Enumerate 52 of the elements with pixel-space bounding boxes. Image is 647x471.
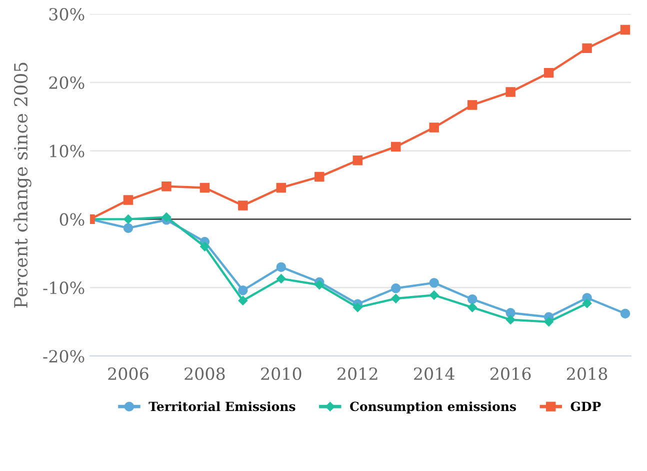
legend-label: Territorial Emissions bbox=[148, 401, 296, 412]
point bbox=[162, 212, 172, 222]
point bbox=[124, 214, 133, 224]
x-tick-label: 2008 bbox=[184, 367, 225, 380]
y-tick-label: 30% bbox=[49, 8, 84, 21]
x-tick-label: 2016 bbox=[490, 367, 531, 380]
legend-label: Consumption emissions bbox=[350, 401, 516, 414]
point bbox=[162, 182, 172, 192]
point bbox=[391, 142, 401, 152]
point bbox=[276, 274, 286, 284]
point bbox=[506, 308, 516, 318]
x-tick-label: 2006 bbox=[108, 367, 148, 380]
legend-label: GDP bbox=[570, 402, 601, 412]
point bbox=[467, 100, 478, 110]
point bbox=[238, 285, 248, 296]
point bbox=[123, 195, 134, 205]
point bbox=[544, 68, 554, 78]
point bbox=[276, 182, 286, 193]
point bbox=[467, 294, 478, 304]
point bbox=[314, 172, 324, 182]
point bbox=[468, 302, 477, 312]
point bbox=[352, 156, 362, 166]
y-tick-label: -20% bbox=[43, 350, 84, 363]
point bbox=[506, 87, 516, 97]
x-tick-label: 2012 bbox=[338, 367, 378, 380]
point bbox=[620, 308, 630, 318]
point bbox=[620, 24, 630, 35]
point bbox=[582, 43, 592, 54]
x-tick-label: 2014 bbox=[414, 367, 454, 380]
y-axis-title: Percent change since 2005 bbox=[14, 62, 32, 308]
y-tick-label: 20% bbox=[49, 76, 84, 89]
point bbox=[200, 242, 210, 252]
point bbox=[200, 182, 210, 193]
point bbox=[429, 290, 439, 300]
point bbox=[429, 278, 439, 288]
y-tick-label: 10% bbox=[50, 144, 84, 158]
point bbox=[276, 262, 286, 272]
y-tick-label: 0% bbox=[60, 213, 84, 226]
point bbox=[429, 122, 439, 132]
x-tick-label: 2010 bbox=[261, 367, 302, 380]
point bbox=[506, 315, 516, 324]
point bbox=[123, 223, 134, 233]
point bbox=[391, 294, 400, 304]
x-tick-label: 2018 bbox=[566, 367, 608, 380]
point bbox=[353, 302, 362, 312]
point bbox=[314, 280, 324, 290]
y-tick-label: -10% bbox=[43, 282, 84, 294]
point bbox=[238, 200, 248, 210]
point bbox=[238, 296, 248, 306]
point bbox=[391, 283, 401, 294]
point bbox=[544, 317, 554, 326]
point bbox=[582, 298, 592, 308]
